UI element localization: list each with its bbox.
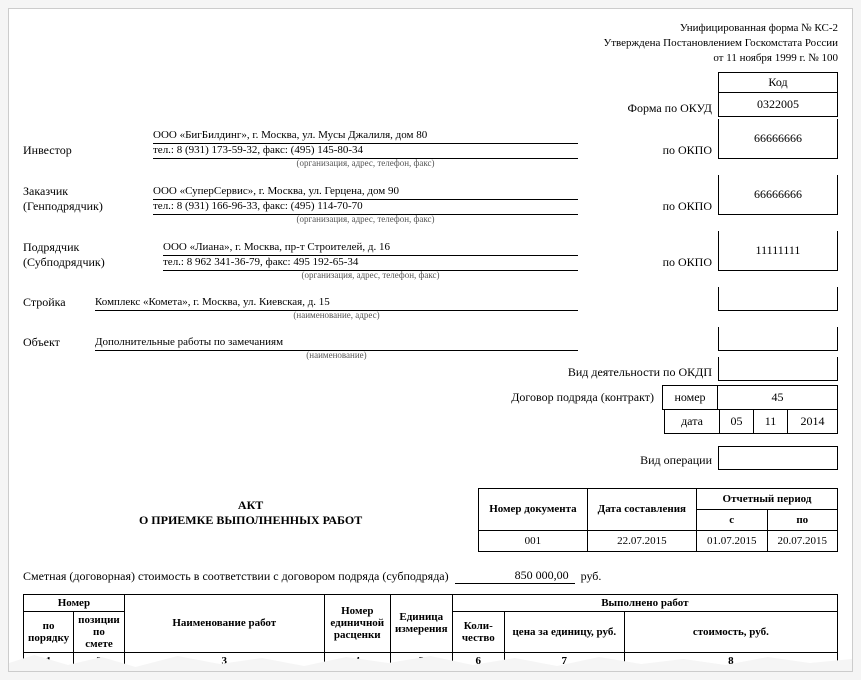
smeta-unit: руб.: [575, 569, 602, 584]
investor-label: Инвестор: [23, 143, 153, 159]
investor-caption: (организация, адрес, телефон, факс): [153, 159, 578, 168]
contractor-caption: (организация, адрес, телефон, факс): [163, 271, 578, 280]
th-qty: Коли-чество: [452, 611, 504, 652]
contractor-label: Подрядчик (Субподрядчик): [23, 240, 163, 271]
stroika-caption: (наименование, адрес): [95, 311, 578, 320]
operation-label: Вид операции: [640, 453, 718, 470]
okpo3-cell: 11111111: [718, 231, 838, 271]
title-word: АКТ: [23, 498, 478, 513]
object-label: Объект: [23, 335, 95, 351]
header-line1: Унифицированная форма № КС-2: [23, 21, 838, 36]
contract-label: Договор подряда (контракт): [511, 385, 662, 410]
th-done: Выполнено работ: [452, 594, 837, 611]
okpo-label-3: по ОКПО: [578, 255, 718, 271]
th-price: цена за единицу, руб.: [504, 611, 624, 652]
ks2-form: Унифицированная форма № КС-2 Утверждена …: [8, 8, 853, 672]
stroika-code-cell: [718, 287, 838, 311]
customer-line2: тел.: 8 (931) 166-96-33, факс: (495) 114…: [153, 200, 578, 215]
th-cost: стоимость, руб.: [624, 611, 837, 652]
docnum-header: Номер документа: [479, 488, 587, 530]
contract-num-label: номер: [662, 385, 718, 410]
contractor-line2: тел.: 8 962 341-36-79, факс: 495 192-65-…: [163, 256, 578, 271]
kod-header: Код: [718, 72, 838, 93]
contract-month: 11: [754, 410, 788, 434]
date-header: Дата составления: [587, 488, 696, 530]
contract-day: 05: [720, 410, 754, 434]
smeta-value: 850 000,00: [455, 568, 575, 584]
okpo-label-1: по ОКПО: [578, 143, 718, 159]
period-from-value: 01.07.2015: [697, 530, 768, 551]
stroika-value: Комплекс «Комета», г. Москва, ул. Киевск…: [95, 296, 578, 311]
period-header: Отчетный период: [697, 488, 838, 509]
th-number: Номер: [24, 594, 125, 611]
object-caption: (наименование): [95, 351, 578, 360]
th-rate: Номер единичной расценки: [324, 594, 390, 652]
customer-label: Заказчик (Генподрядчик): [23, 184, 153, 215]
contract-date-label: дата: [664, 410, 720, 434]
period-to-value: 20.07.2015: [767, 530, 838, 551]
okdp-label: Вид деятельности по ОКДП: [518, 365, 718, 381]
contract-year: 2014: [788, 410, 838, 434]
th-name: Наименование работ: [124, 594, 324, 652]
okpo2-cell: 66666666: [718, 175, 838, 215]
header-line3: от 11 ноября 1999 г. № 100: [23, 51, 838, 66]
smeta-text: Сметная (договорная) стоимость в соответ…: [23, 569, 455, 584]
investor-line2: тел.: 8 (931) 173-59-32, факс: (495) 145…: [153, 144, 578, 159]
customer-line1: ООО «СуперСервис», г. Москва, ул. Герцен…: [153, 185, 578, 200]
period-to-header: по: [767, 509, 838, 530]
period-from-header: с: [697, 509, 768, 530]
okpo1-cell: 66666666: [718, 119, 838, 159]
docnum-value: 001: [479, 530, 587, 551]
title-subtitle: О ПРИЕМКЕ ВЫПОЛНЕННЫХ РАБОТ: [23, 513, 478, 528]
doc-info-table: Номер документа Дата составления Отчетны…: [478, 488, 838, 552]
object-value: Дополнительные работы по замечаниям: [95, 336, 578, 351]
investor-line1: ООО «БигБилдинг», г. Москва, ул. Мусы Дж…: [153, 129, 578, 144]
form-header: Унифицированная форма № КС-2 Утверждена …: [23, 21, 838, 66]
customer-caption: (организация, адрес, телефон, факс): [153, 215, 578, 224]
okdp-cell: [718, 357, 838, 381]
okpo-label-2: по ОКПО: [578, 199, 718, 215]
okud-label: Форма по ОКУД: [578, 101, 718, 117]
header-line2: Утверждена Постановлением Госкомстата Ро…: [23, 36, 838, 51]
th-poryadok: по порядку: [24, 611, 74, 652]
okud-cell: 0322005: [718, 93, 838, 117]
th-pozicii: позиции по смете: [74, 611, 125, 652]
operation-cell: [718, 446, 838, 470]
contract-num: 45: [718, 385, 838, 410]
th-unit: Единица измерения: [390, 594, 452, 652]
stroika-label: Стройка: [23, 295, 95, 311]
object-code-cell: [718, 327, 838, 351]
docdate-value: 22.07.2015: [587, 530, 696, 551]
doc-title: АКТ О ПРИЕМКЕ ВЫПОЛНЕННЫХ РАБОТ: [23, 488, 478, 552]
contractor-line1: ООО «Лиана», г. Москва, пр-т Строителей,…: [163, 241, 578, 256]
